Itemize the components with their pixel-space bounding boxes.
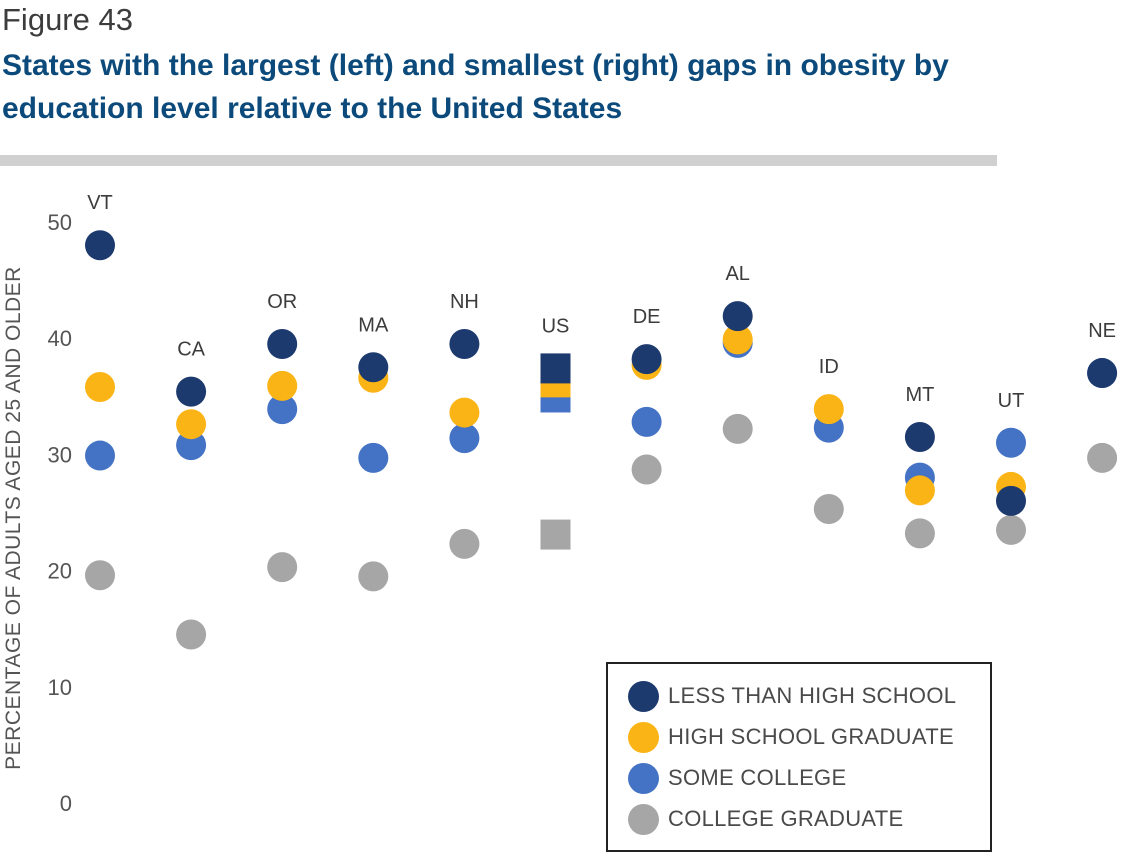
data-point xyxy=(722,301,753,332)
y-axis-title: PERCENTAGE OF ADULTS AGED 25 AND OLDER xyxy=(2,266,25,770)
data-point xyxy=(449,528,480,559)
data-point-square xyxy=(540,519,571,550)
data-point xyxy=(85,372,115,403)
legend-marker xyxy=(628,762,659,794)
legend-item: LESS THAN HIGH SCHOOL xyxy=(628,679,956,713)
category-label: NE xyxy=(1088,320,1116,342)
category-label: AL xyxy=(725,263,749,285)
data-point xyxy=(1087,442,1118,473)
data-point xyxy=(1087,358,1118,389)
legend-item: SOME COLLEGE xyxy=(628,761,846,795)
category-label: NH xyxy=(450,291,479,313)
category-label: MA xyxy=(358,314,389,336)
data-point xyxy=(449,397,480,428)
data-point xyxy=(996,485,1026,516)
y-tick-label: 30 xyxy=(48,442,72,467)
data-point xyxy=(996,514,1026,545)
category-label: VT xyxy=(87,192,113,214)
title-divider xyxy=(0,155,997,166)
data-point xyxy=(722,413,753,444)
y-tick-label: 0 xyxy=(60,791,72,816)
data-point xyxy=(267,394,298,425)
data-point xyxy=(358,561,389,592)
legend-marker xyxy=(628,680,659,712)
legend-item: HIGH SCHOOL GRADUATE xyxy=(628,720,954,754)
category-label: US xyxy=(542,315,570,337)
data-point xyxy=(449,329,480,360)
legend-item: COLLEGE GRADUATE xyxy=(628,802,903,836)
data-point xyxy=(904,518,935,549)
data-point xyxy=(267,329,298,360)
legend-label: SOME COLLEGE xyxy=(668,765,847,790)
data-point xyxy=(358,352,389,383)
data-point xyxy=(85,230,115,261)
data-point xyxy=(85,440,115,471)
category-label: MT xyxy=(905,384,934,406)
data-point xyxy=(176,409,207,440)
category-label: ID xyxy=(819,356,839,378)
data-point xyxy=(813,394,844,425)
legend-marker xyxy=(628,721,659,753)
data-point xyxy=(631,406,662,437)
data-point xyxy=(267,552,298,583)
y-tick-label: 10 xyxy=(48,675,72,700)
category-label: DE xyxy=(633,306,661,328)
data-point xyxy=(85,560,115,591)
data-point xyxy=(631,344,662,375)
data-point-square xyxy=(540,353,571,384)
category-label: UT xyxy=(998,390,1025,412)
y-tick-label: 40 xyxy=(48,326,72,351)
legend-marker xyxy=(628,803,659,835)
data-point xyxy=(631,454,662,485)
data-point xyxy=(176,619,207,650)
data-point xyxy=(358,442,389,473)
data-point xyxy=(176,376,207,407)
legend: LESS THAN HIGH SCHOOL HIGH SCHOOL GRADUA… xyxy=(606,662,992,852)
data-point xyxy=(722,324,753,355)
y-tick-label: 50 xyxy=(48,210,72,235)
data-point xyxy=(904,421,935,452)
data-point xyxy=(176,430,207,461)
data-point xyxy=(904,475,935,506)
data-point xyxy=(813,494,844,525)
data-point xyxy=(449,423,480,454)
legend-label: COLLEGE GRADUATE xyxy=(668,806,904,831)
legend-label: HIGH SCHOOL GRADUATE xyxy=(668,724,954,749)
data-point xyxy=(267,370,298,401)
data-point xyxy=(996,427,1026,458)
figure-label: Figure 43 xyxy=(2,2,133,37)
y-tick-label: 20 xyxy=(48,559,72,584)
category-label: CA xyxy=(177,339,205,361)
legend-label: LESS THAN HIGH SCHOOL xyxy=(668,683,957,708)
category-label: OR xyxy=(267,291,297,313)
chart-title: States with the largest (left) and small… xyxy=(2,49,949,125)
